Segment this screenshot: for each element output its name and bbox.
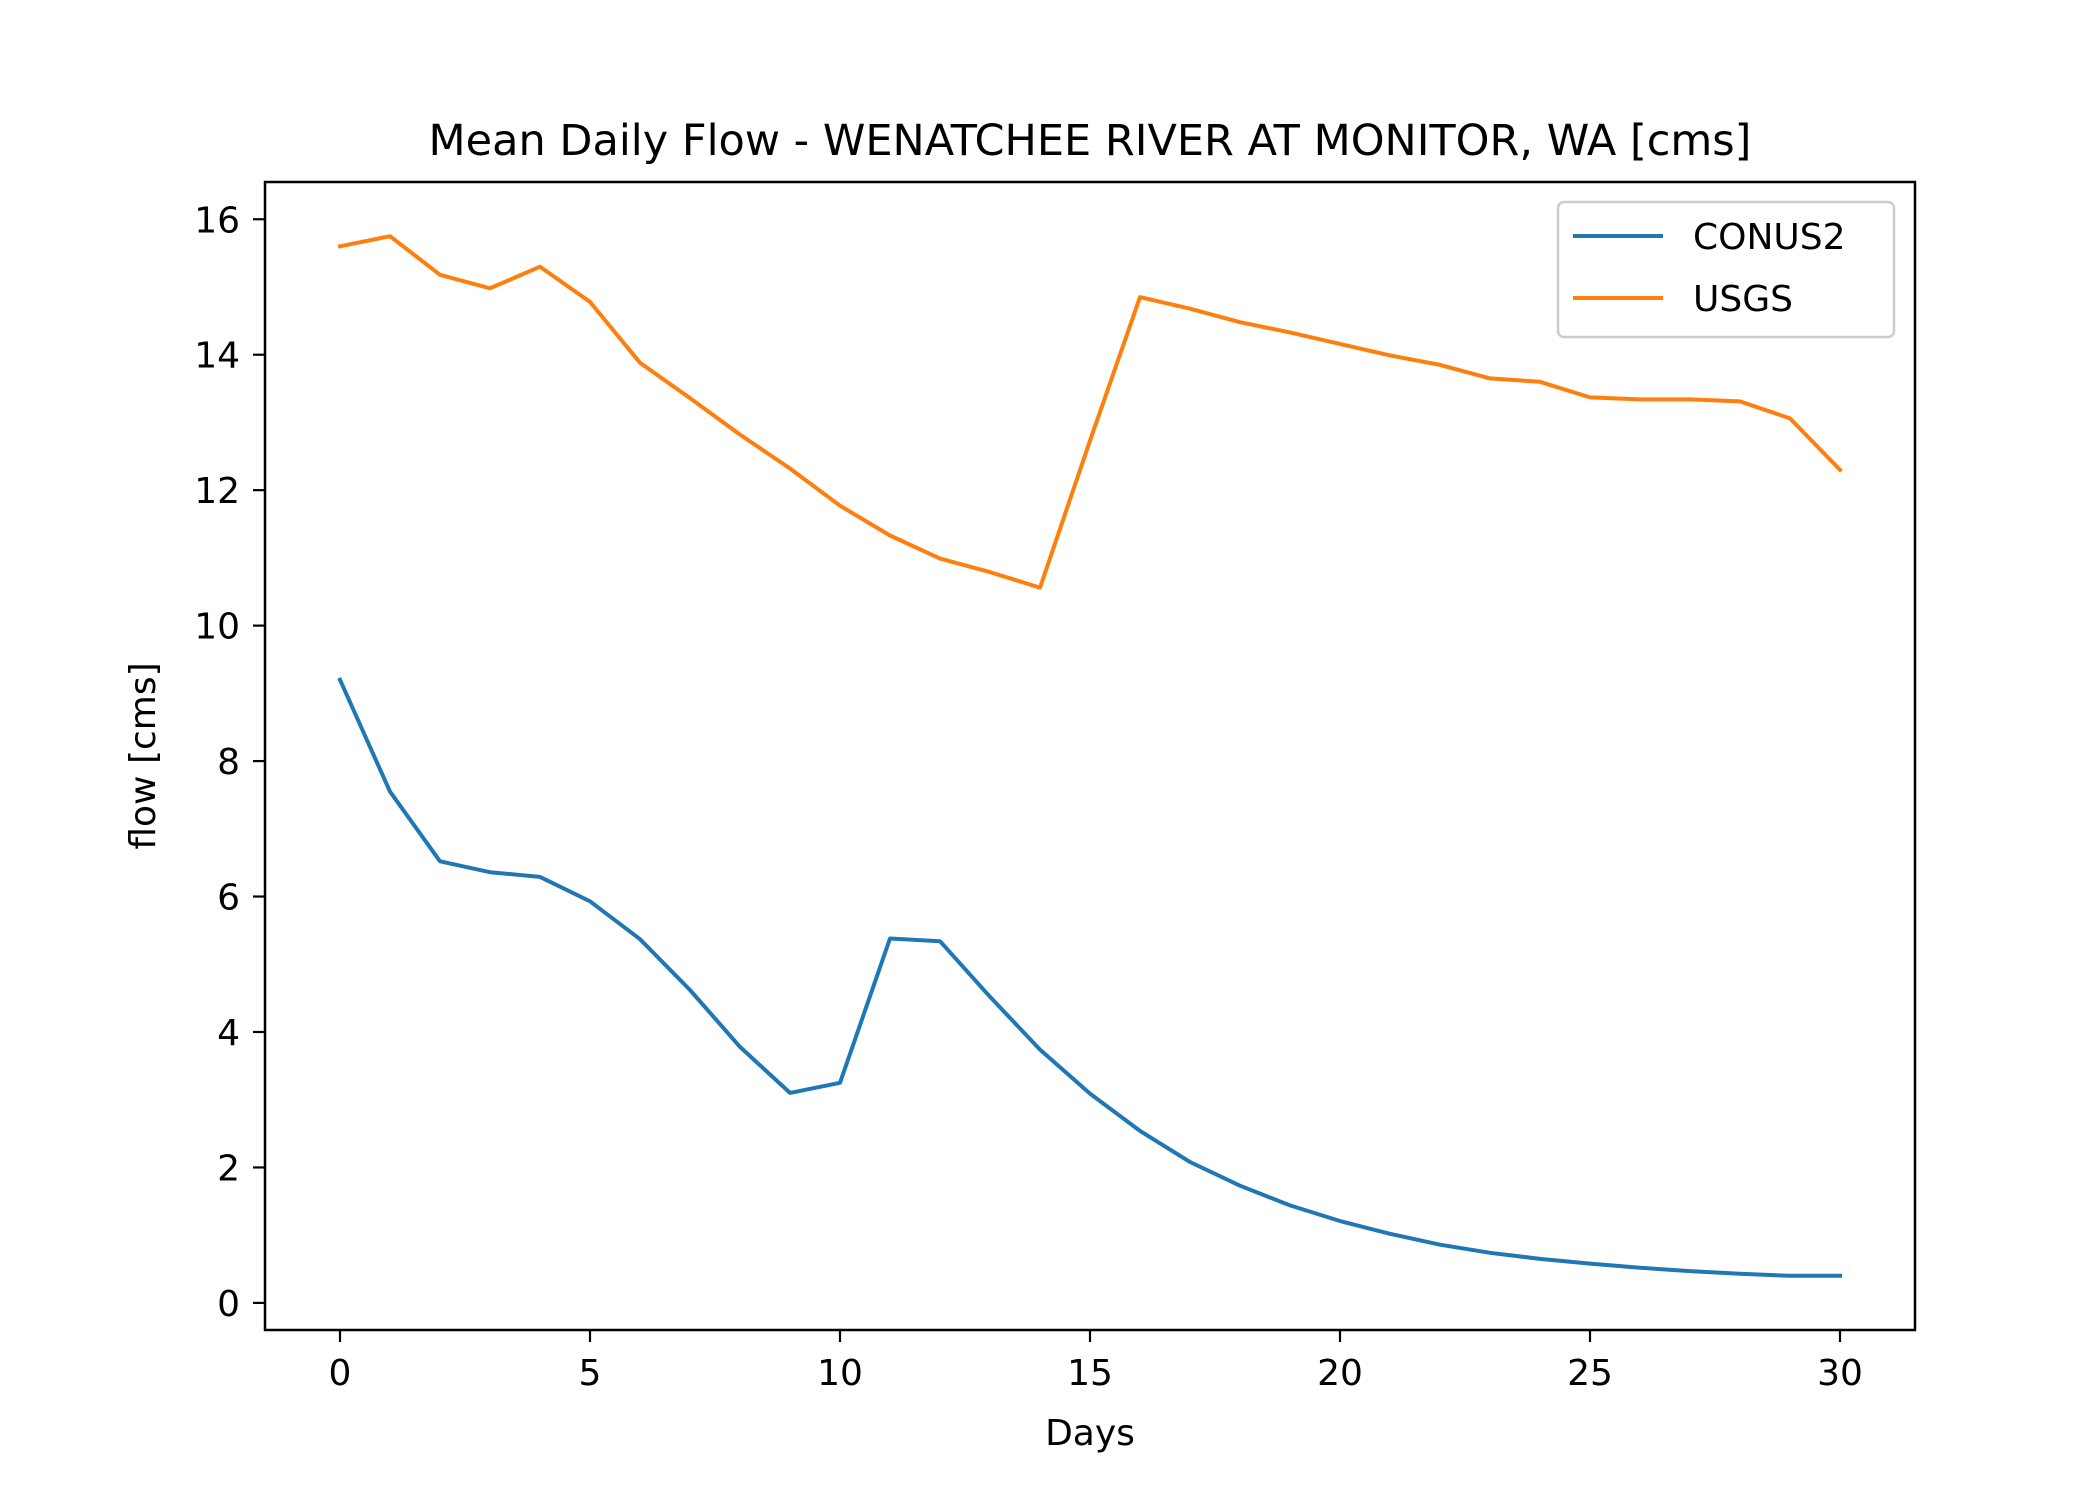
y-tick-label: 8 bbox=[217, 742, 240, 783]
y-tick-label: 14 bbox=[194, 336, 240, 377]
x-tick-label: 30 bbox=[1817, 1353, 1863, 1394]
x-tick-label: 15 bbox=[1067, 1353, 1113, 1394]
x-tick-label: 25 bbox=[1567, 1353, 1613, 1394]
y-tick-label: 4 bbox=[217, 1013, 240, 1054]
x-tick-label: 10 bbox=[817, 1353, 863, 1394]
y-tick-label: 16 bbox=[194, 200, 240, 241]
y-tick-label: 0 bbox=[217, 1284, 240, 1325]
y-tick-label: 10 bbox=[194, 607, 240, 648]
x-axis-label: Days bbox=[1045, 1413, 1135, 1454]
y-tick-label: 6 bbox=[217, 878, 240, 919]
plot-lines bbox=[337, 234, 1843, 1278]
series-line-usgs bbox=[337, 234, 1843, 590]
x-tick-label: 0 bbox=[329, 1353, 352, 1394]
x-tick-label: 5 bbox=[579, 1353, 602, 1394]
y-tick-label: 2 bbox=[217, 1148, 240, 1189]
x-axis-ticks: 0 5 10 15 20 25 30 bbox=[329, 1330, 1863, 1394]
y-axis-ticks: 0 2 4 6 8 10 12 14 16 bbox=[194, 200, 265, 1325]
y-axis-label: flow [cms] bbox=[123, 662, 164, 849]
chart-title: Mean Daily Flow - WENATCHEE RIVER AT MON… bbox=[429, 116, 1752, 166]
series-line-conus2 bbox=[337, 677, 1842, 1278]
x-tick-label: 20 bbox=[1317, 1353, 1363, 1394]
legend-label: CONUS2 bbox=[1693, 217, 1846, 258]
y-tick-label: 12 bbox=[194, 471, 240, 512]
legend-label: USGS bbox=[1693, 279, 1793, 320]
legend: CONUS2 USGS bbox=[1556, 200, 1896, 339]
